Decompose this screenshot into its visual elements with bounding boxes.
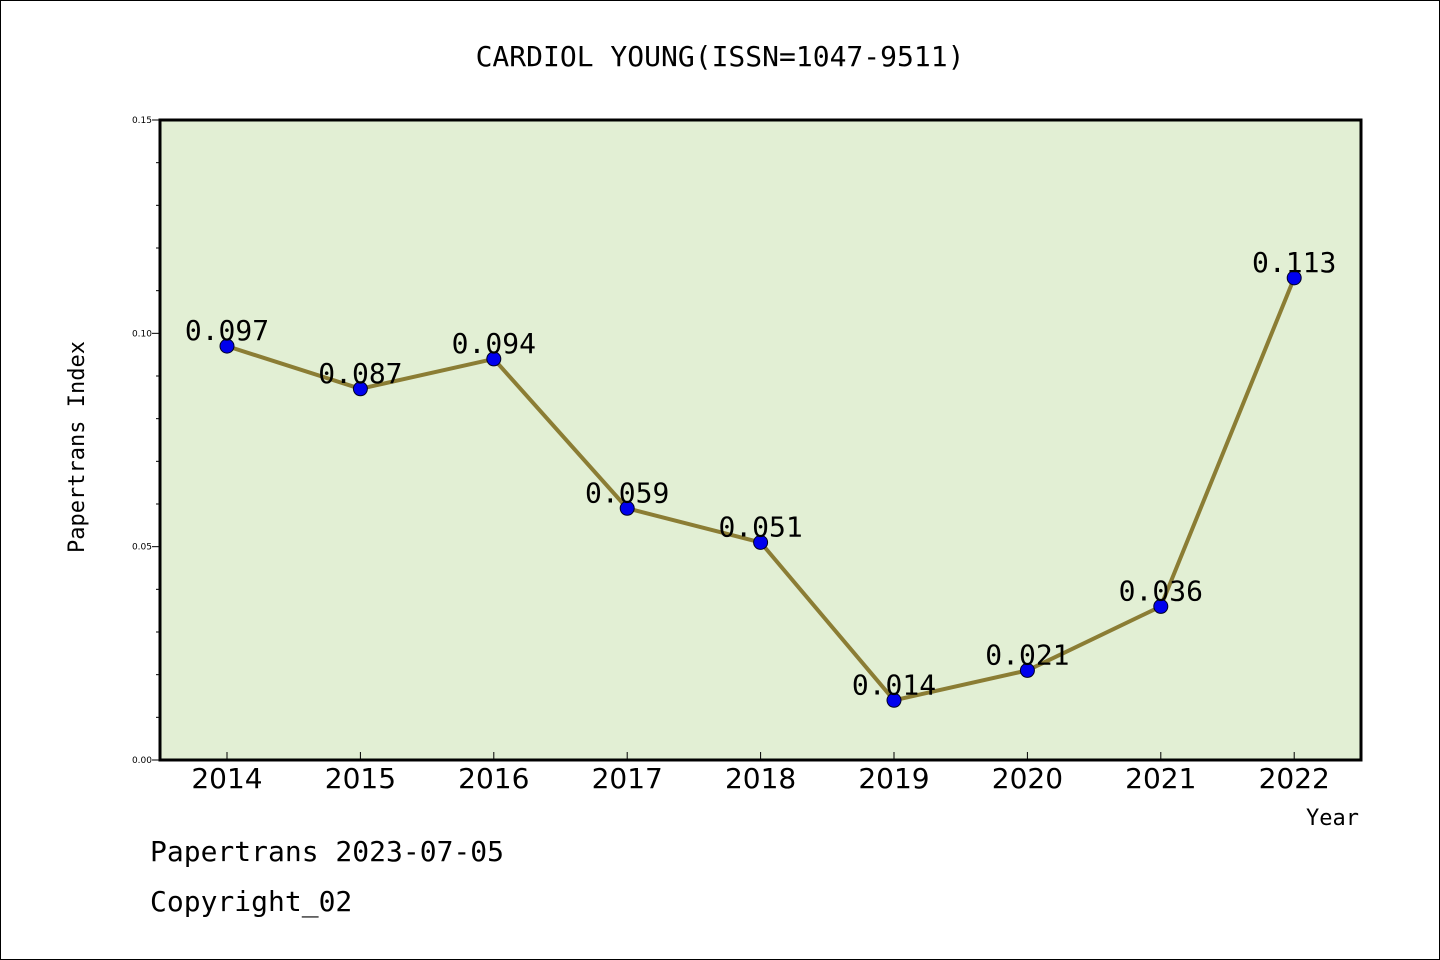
y-axis-label: Papertrans Index [65,341,90,553]
chart-title: CARDIOL YOUNG(ISSN=1047-9511) [476,40,965,73]
footer-date: Papertrans 2023-07-05 [150,835,505,868]
data-point [219,338,235,354]
data-point [1019,662,1035,678]
x-tick-label: 2016 [458,762,529,795]
data-label: 0.094 [452,327,536,360]
data-point [1153,598,1169,614]
x-tick-label: 2020 [992,762,1063,795]
data-label: 0.036 [1119,574,1203,607]
data-labels: 0.097 0.087 0.094 0.059 0.051 0.014 0.021 0.036… [185,246,1336,701]
x-tick-label: 2018 [725,762,796,795]
data-point [352,381,368,397]
plot-area [158,118,1363,762]
y-tick-label: 0.00 [132,756,152,766]
x-tick-label: 2019 [858,762,929,795]
x-tick-label: 2021 [1125,762,1196,795]
x-axis-label: Year [1306,806,1359,831]
data-label: 0.051 [718,510,802,543]
x-tick-label: 2017 [592,762,663,795]
y-tick-label: 0.05 [132,543,152,553]
data-point [1286,270,1302,286]
data-point [486,351,502,367]
x-axis: 2014 2015 2016 2017 2018 2019 2020 2021 2022 [191,752,1330,795]
data-point [619,500,635,516]
data-label: 0.014 [852,668,936,701]
data-label: 0.087 [318,357,402,390]
data-points [219,270,1302,708]
y-axis: 0.00 0.05 0.10 0.15 [132,116,160,766]
y-tick-label: 0.15 [132,116,152,126]
x-tick-label: 2014 [191,762,262,795]
data-point [886,692,902,708]
footer-copyright: Copyright_02 [150,885,353,918]
data-label: 0.113 [1252,246,1336,279]
data-label: 0.059 [585,476,669,509]
data-label: 0.097 [185,314,269,347]
y-tick-label: 0.10 [132,329,152,339]
x-tick-label: 2015 [325,762,396,795]
data-point [753,534,769,550]
x-tick-label: 2022 [1259,762,1330,795]
data-label: 0.021 [985,638,1069,671]
